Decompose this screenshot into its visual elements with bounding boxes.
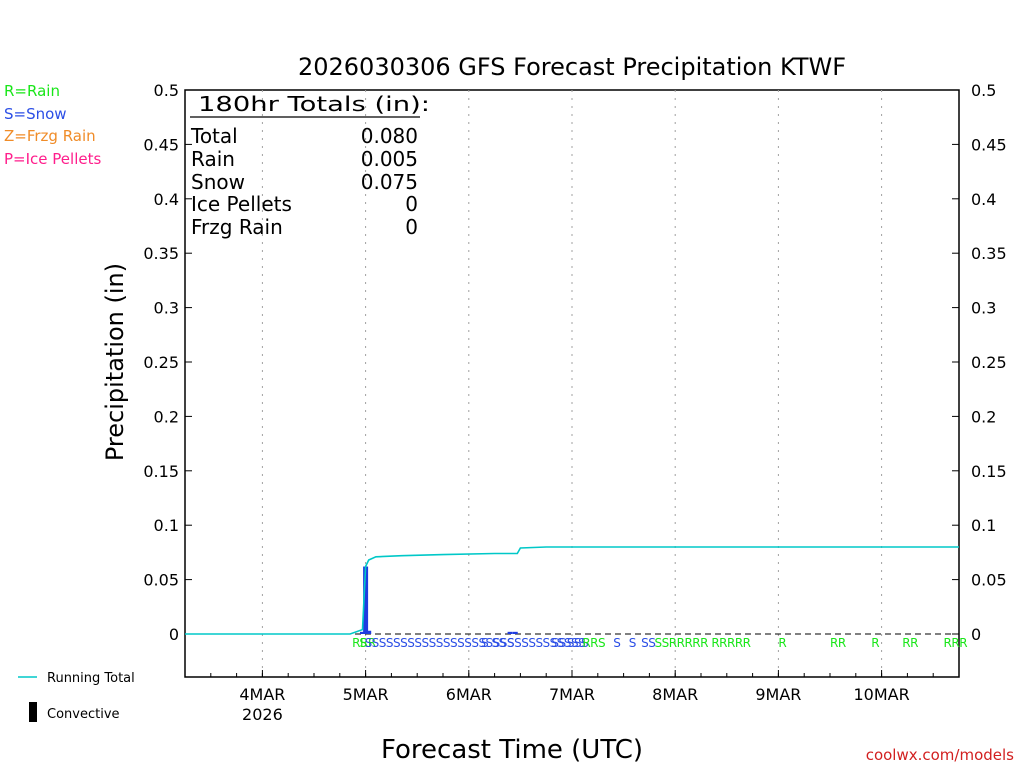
y-tick-label-left: 0.35 bbox=[143, 244, 179, 263]
convective-bar bbox=[360, 631, 366, 634]
y-axis-ticks: 0 00.05 0.050.1 0.10.15 0.150.2 0.20.25 0.250.… bbox=[143, 81, 1006, 644]
convective-bar bbox=[366, 630, 372, 634]
totals-row-label: Ice Pellets bbox=[191, 192, 292, 216]
totals-row-value: 0.005 bbox=[361, 147, 418, 171]
convective-legend-swatch bbox=[29, 702, 37, 722]
precip-type-marker: R bbox=[778, 636, 786, 650]
credit-text: coolwx.com/models bbox=[866, 746, 1014, 764]
convective-bars bbox=[360, 566, 518, 634]
precip-type-marker: RR bbox=[902, 636, 918, 650]
y-tick-label-left: 0.1 bbox=[154, 516, 179, 535]
convective-bar bbox=[363, 566, 369, 634]
running-total-line bbox=[185, 546, 959, 635]
totals-row-value: 0.080 bbox=[361, 124, 418, 148]
totals-row-label: Snow bbox=[191, 170, 245, 194]
y-tick-label-left: 0.25 bbox=[143, 353, 179, 372]
totals-row-value: 0.075 bbox=[361, 170, 418, 194]
convective-bar bbox=[512, 631, 518, 634]
totals-row-value: 0 bbox=[405, 215, 418, 239]
convective-legend-label: Convective bbox=[47, 707, 120, 722]
x-tick-label: 10MAR bbox=[853, 685, 909, 704]
x-tick-label: 5MAR bbox=[343, 685, 389, 704]
totals-row-label: Total bbox=[190, 124, 238, 148]
y-tick-label-right: 0.3 bbox=[971, 299, 996, 318]
y-tick-label-right: 0.2 bbox=[971, 407, 996, 426]
y-tick-label-right: 0 bbox=[971, 625, 981, 644]
legend-frzg-rain: Z=Frzg Rain bbox=[4, 127, 96, 145]
y-tick-label-right: 0.15 bbox=[971, 462, 1007, 481]
vertical-grid-lines bbox=[261, 90, 883, 677]
legend-rain: R=Rain bbox=[4, 82, 60, 100]
precip-type-marker: S bbox=[629, 636, 636, 650]
y-tick-label-left: 0.5 bbox=[154, 81, 179, 100]
running-total-legend-label: Running Total bbox=[47, 671, 135, 686]
precip-type-marker: SS bbox=[492, 636, 506, 650]
y-tick-label-right: 0.1 bbox=[971, 516, 996, 535]
y-tick-label-left: 0.3 bbox=[154, 299, 179, 318]
precip-type-marker: SSSSSSSSSSSSSSSSSSSSS bbox=[365, 636, 514, 650]
precip-type-marker: SSRRRRR bbox=[655, 636, 709, 650]
totals-row-label: Rain bbox=[191, 147, 235, 171]
precip-type-marker: S bbox=[481, 636, 488, 650]
precip-type-marker: SS bbox=[551, 636, 565, 650]
y-tick-label-right: 0.35 bbox=[971, 244, 1007, 263]
totals-box: 180hr Totals (in): Total 0.080 Rain 0.00… bbox=[190, 92, 430, 239]
legend-ice-pellets: P=Ice Pellets bbox=[4, 150, 101, 168]
precip-type-marker: RR bbox=[830, 636, 846, 650]
y-tick-label-left: 0.15 bbox=[143, 462, 179, 481]
y-tick-label-left: 0.05 bbox=[143, 571, 179, 590]
convective-bar bbox=[507, 631, 513, 634]
y-tick-label-left: 0.45 bbox=[143, 135, 179, 154]
y-tick-label-right: 0.5 bbox=[971, 81, 996, 100]
totals-row-label: Frzg Rain bbox=[191, 215, 283, 239]
y-tick-label-left: 0 bbox=[169, 625, 179, 644]
precip-type-marker: S bbox=[613, 636, 620, 650]
x-tick-label: 9MAR bbox=[755, 685, 801, 704]
precip-type-marker: SSSSSSSSSSS bbox=[507, 636, 585, 650]
x-tick-label: 7MAR bbox=[549, 685, 595, 704]
y-tick-label-left: 0.4 bbox=[154, 190, 179, 209]
y-tick-label-left: 0.2 bbox=[154, 407, 179, 426]
precip-type-marker: RRR bbox=[352, 636, 376, 650]
y-tick-label-right: 0.45 bbox=[971, 135, 1007, 154]
y-axis-label: Precipitation (in) bbox=[101, 263, 129, 461]
x-tick-sublabel: 2026 bbox=[242, 705, 283, 724]
precip-type-marker: RRRRR bbox=[711, 636, 750, 650]
x-axis-label: Forecast Time (UTC) bbox=[381, 735, 643, 765]
y-tick-label-right: 0.25 bbox=[971, 353, 1007, 372]
precip-type-marker: SSS bbox=[567, 636, 588, 650]
precip-type-marker: RRR bbox=[944, 636, 968, 650]
precip-type-marker: SS bbox=[641, 636, 655, 650]
x-tick-label: 8MAR bbox=[652, 685, 698, 704]
legend-snow: S=Snow bbox=[4, 105, 67, 123]
x-tick-label: 4MAR bbox=[239, 685, 285, 704]
y-tick-label-right: 0.4 bbox=[971, 190, 996, 209]
chart-title: 2026030306 GFS Forecast Precipitation KT… bbox=[298, 53, 846, 81]
y-tick-label-right: 0.05 bbox=[971, 571, 1007, 590]
x-tick-label: 6MAR bbox=[446, 685, 492, 704]
precip-type-marker: RRS bbox=[582, 636, 605, 650]
precip-type-marker: R bbox=[871, 636, 879, 650]
precip-type-marker: S bbox=[359, 636, 366, 650]
totals-row-value: 0 bbox=[405, 192, 418, 216]
totals-heading: 180hr Totals (in): bbox=[198, 92, 430, 116]
